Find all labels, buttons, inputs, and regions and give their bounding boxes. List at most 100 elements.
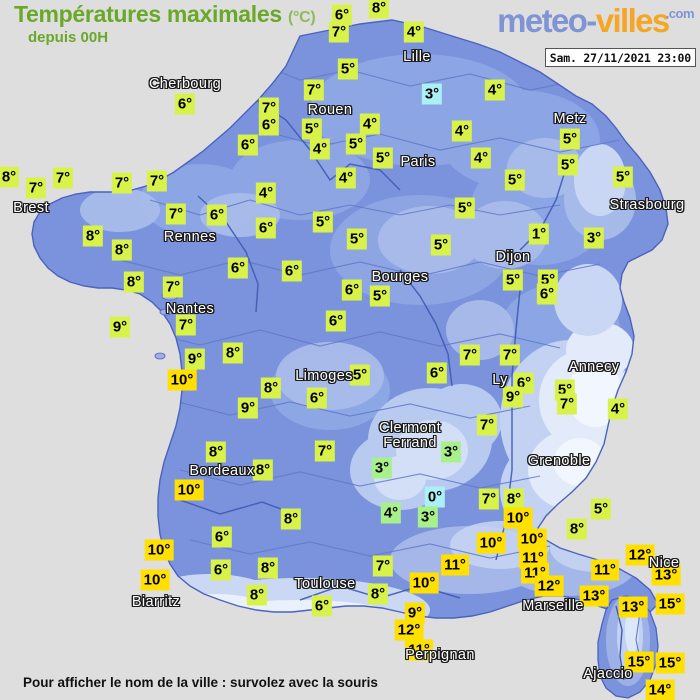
temperature-label[interactable]: 12°: [534, 575, 564, 597]
temperature-label[interactable]: 15°: [624, 651, 654, 673]
temperature-label[interactable]: 5°: [502, 269, 524, 291]
temperature-label[interactable]: 9°: [184, 348, 206, 370]
temperature-label[interactable]: 6°: [536, 283, 558, 305]
temperature-label[interactable]: 8°: [257, 557, 279, 579]
temperature-label[interactable]: 6°: [237, 134, 259, 156]
temperature-label[interactable]: 7°: [25, 177, 47, 199]
temperature-label[interactable]: 3°: [421, 83, 443, 105]
temperature-label[interactable]: 11°: [405, 639, 433, 661]
temperature-label[interactable]: 8°: [280, 508, 302, 530]
temperature-label[interactable]: 5°: [430, 234, 452, 256]
temperature-label[interactable]: 10°: [503, 507, 533, 529]
temperature-label[interactable]: 10°: [140, 569, 170, 591]
temperature-label[interactable]: 12°: [394, 619, 424, 641]
temperature-label[interactable]: 8°: [246, 584, 268, 606]
temperature-label[interactable]: 8°: [368, 0, 390, 19]
temperature-label[interactable]: 5°: [346, 228, 368, 250]
temperature-label[interactable]: 7°: [499, 344, 521, 366]
temperature-label[interactable]: 8°: [0, 166, 20, 188]
temperature-label[interactable]: 13°: [651, 564, 681, 586]
temperature-label[interactable]: 7°: [165, 203, 187, 225]
temperature-label[interactable]: 4°: [359, 113, 381, 135]
temperature-label[interactable]: 4°: [380, 502, 402, 524]
temperature-label[interactable]: 5°: [345, 133, 367, 155]
temperature-label[interactable]: 11°: [591, 559, 619, 581]
temperature-label[interactable]: 6°: [210, 559, 232, 581]
temperature-label[interactable]: 10°: [476, 532, 506, 554]
temperature-label[interactable]: 8°: [367, 583, 389, 605]
temperature-label[interactable]: 5°: [557, 154, 579, 176]
temperature-label[interactable]: 5°: [590, 498, 612, 520]
temperature-label[interactable]: 1°: [528, 223, 550, 245]
temperature-label[interactable]: 6°: [311, 595, 333, 617]
temperature-label[interactable]: 10°: [167, 369, 197, 391]
temperature-label[interactable]: 7°: [556, 393, 578, 415]
temperature-label[interactable]: 4°: [255, 182, 277, 204]
temperature-label[interactable]: 6°: [426, 362, 448, 384]
temperature-label[interactable]: 4°: [470, 147, 492, 169]
temperature-label[interactable]: 6°: [341, 279, 363, 301]
temperature-label[interactable]: 7°: [372, 555, 394, 577]
temperature-label[interactable]: 4°: [309, 138, 331, 160]
temperature-label[interactable]: 5°: [372, 147, 394, 169]
temperature-label[interactable]: 5°: [369, 285, 391, 307]
temperature-label[interactable]: 10°: [144, 539, 174, 561]
temperature-label[interactable]: 3°: [583, 227, 605, 249]
temperature-label[interactable]: 6°: [211, 526, 233, 548]
temperature-label[interactable]: 7°: [146, 170, 168, 192]
temperature-label[interactable]: 4°: [607, 398, 629, 420]
temperature-label[interactable]: 13°: [579, 585, 609, 607]
temperature-label[interactable]: 11°: [441, 554, 469, 576]
temperature-label[interactable]: 6°: [174, 93, 196, 115]
temperature-label[interactable]: 7°: [258, 97, 280, 119]
temperature-label[interactable]: 5°: [559, 128, 581, 150]
temperature-label[interactable]: 6°: [281, 260, 303, 282]
temperature-label[interactable]: 15°: [655, 593, 685, 615]
temperature-label[interactable]: 8°: [503, 488, 525, 510]
temperature-label[interactable]: 10°: [174, 479, 204, 501]
temperature-label[interactable]: 4°: [403, 21, 425, 43]
temperature-label[interactable]: 9°: [237, 397, 259, 419]
temperature-label[interactable]: 8°: [222, 342, 244, 364]
temperature-label[interactable]: 12°: [625, 544, 655, 566]
temperature-label[interactable]: 10°: [517, 528, 547, 550]
temperature-label[interactable]: 5°: [612, 166, 634, 188]
temperature-label[interactable]: 7°: [162, 276, 184, 298]
temperature-label[interactable]: 14°: [645, 679, 675, 700]
temperature-label[interactable]: 8°: [566, 518, 588, 540]
temperature-label[interactable]: 0°: [424, 486, 446, 508]
temperature-label[interactable]: 9°: [109, 316, 131, 338]
temperature-label[interactable]: 6°: [258, 114, 280, 136]
temperature-label[interactable]: 7°: [476, 414, 498, 436]
temperature-label[interactable]: 3°: [371, 457, 393, 479]
temperature-label[interactable]: 7°: [314, 440, 336, 462]
temperature-label[interactable]: 3°: [417, 506, 439, 528]
temperature-label[interactable]: 8°: [260, 377, 282, 399]
temperature-label[interactable]: 13°: [618, 596, 648, 618]
temperature-label[interactable]: 6°: [227, 257, 249, 279]
temperature-label[interactable]: 8°: [252, 459, 274, 481]
temperature-label[interactable]: 5°: [454, 197, 476, 219]
temperature-label[interactable]: 8°: [205, 441, 227, 463]
temperature-label[interactable]: 4°: [335, 167, 357, 189]
temperature-label[interactable]: 5°: [312, 211, 334, 233]
temperature-label[interactable]: 6°: [206, 204, 228, 226]
temperature-label[interactable]: 15°: [655, 652, 685, 674]
temperature-label[interactable]: 8°: [123, 271, 145, 293]
temperature-label[interactable]: 6°: [325, 310, 347, 332]
temperature-label[interactable]: 5°: [301, 118, 323, 140]
temperature-label[interactable]: 7°: [175, 314, 197, 336]
temperature-label[interactable]: 5°: [504, 169, 526, 191]
temperature-label[interactable]: 8°: [82, 225, 104, 247]
temperature-label[interactable]: 6°: [306, 387, 328, 409]
temperature-label[interactable]: 9°: [502, 386, 524, 408]
temperature-label[interactable]: 7°: [111, 172, 133, 194]
temperature-label[interactable]: 8°: [111, 239, 133, 261]
temperature-label[interactable]: 10°: [409, 572, 439, 594]
temperature-label[interactable]: 4°: [451, 120, 473, 142]
temperature-label[interactable]: 5°: [349, 364, 371, 386]
temperature-label[interactable]: 7°: [303, 79, 325, 101]
temperature-label[interactable]: 4°: [484, 79, 506, 101]
temperature-label[interactable]: 6°: [331, 4, 353, 26]
temperature-label[interactable]: 6°: [255, 217, 277, 239]
